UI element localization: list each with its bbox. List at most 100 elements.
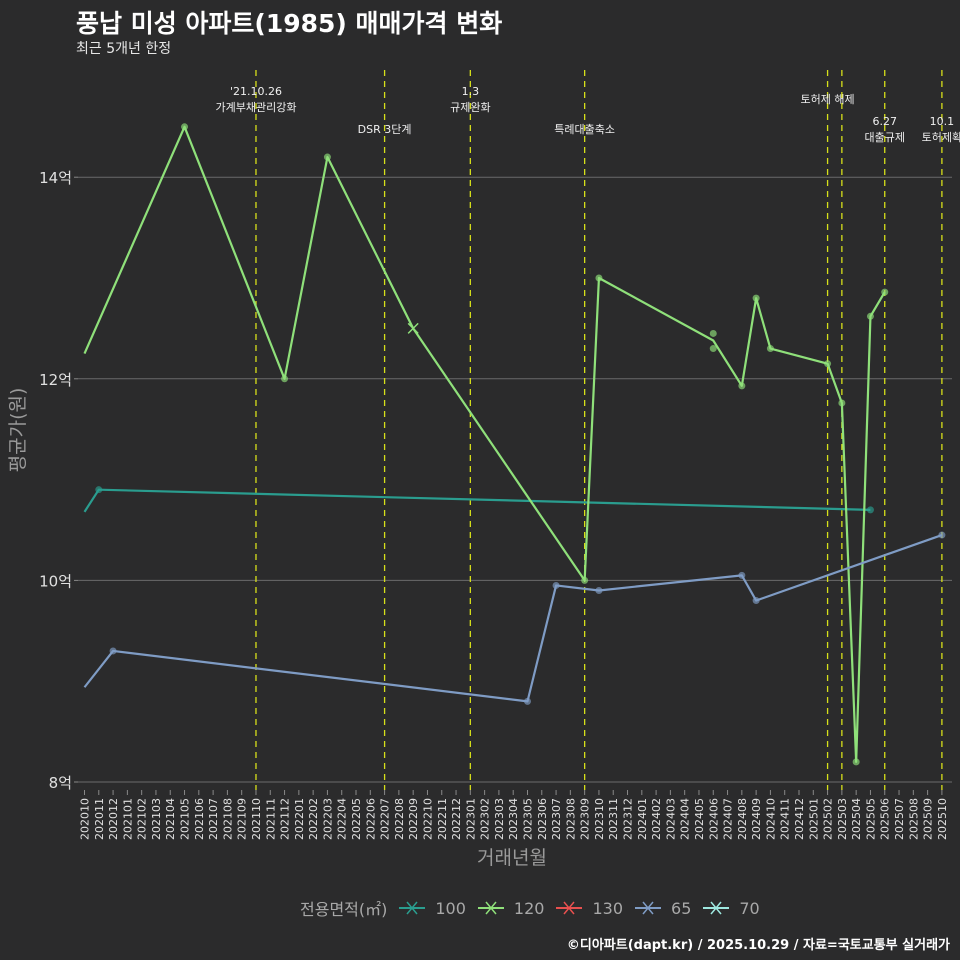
data-point-120 (281, 375, 289, 383)
legend-label: 130 (592, 898, 624, 918)
x-tick-label: 202212 (450, 798, 463, 840)
x-tick-label: 202401 (636, 798, 649, 840)
legend-item-130: 130 (556, 899, 623, 918)
data-point-65 (595, 586, 603, 594)
event-label: 6.27 (872, 115, 897, 128)
x-tick-label: 202103 (150, 798, 163, 840)
x-tick-label: 202108 (221, 798, 234, 840)
event-label: 규제완화 (450, 101, 490, 114)
x-tick-label: 202112 (279, 798, 292, 840)
data-point-120 (824, 360, 832, 368)
chart-subtitle: 최근 5개년 한정 (76, 41, 172, 57)
event-label: 토허제확 (922, 131, 960, 144)
x-tick-label: 202107 (207, 798, 220, 840)
data-point-120 (852, 758, 860, 766)
data-point-120 (595, 274, 603, 282)
data-point-100 (95, 486, 103, 494)
series-line-65 (83, 534, 943, 703)
x-tick-label: 202207 (379, 798, 392, 840)
x-tick-label: 202408 (736, 798, 749, 840)
legend-label: 70 (739, 898, 760, 918)
x-tick-label: 202302 (479, 798, 492, 840)
x-tick-label: 202111 (264, 798, 277, 840)
x-tick-label: 202205 (350, 798, 363, 840)
x-tick-label: 202011 (93, 798, 106, 840)
y-tick-label: 10억 (39, 572, 72, 590)
x-tick-label: 202508 (907, 798, 920, 840)
x-tick-label: 202110 (250, 798, 263, 840)
x-tick-label: 202101 (121, 798, 134, 840)
x-tick-label: 202012 (107, 798, 120, 840)
x-tick-label: 202504 (850, 798, 863, 840)
event-label: 10.1 (930, 115, 955, 128)
legend-title: 전용면적(㎡) (300, 900, 388, 919)
y-tick-label: 8억 (49, 774, 72, 792)
x-tick-label: 202106 (193, 798, 206, 840)
x-tick-label: 202010 (79, 798, 92, 840)
y-tick-label: 14억 (39, 169, 72, 187)
x-tick-label: 202210 (421, 798, 434, 840)
data-point-120 (709, 345, 717, 353)
x-tick-label: 202203 (321, 798, 334, 840)
event-label: '21.10.26 (230, 85, 282, 98)
x-tick-label: 202409 (750, 798, 763, 840)
x-tick-label: 202501 (807, 798, 820, 840)
data-point-120 (881, 288, 889, 296)
data-point-120 (581, 576, 589, 584)
event-label: 대출규제 (864, 131, 904, 144)
x-tick-label: 202406 (707, 798, 720, 840)
data-point-65 (938, 531, 946, 539)
x-tick-label: 202506 (879, 798, 892, 840)
event-label: DSR 3단계 (358, 123, 412, 136)
data-point-65 (552, 581, 560, 589)
x-tick-label: 202405 (693, 798, 706, 840)
legend-label: 120 (513, 898, 545, 918)
legend-key-icon (556, 901, 583, 915)
x-tick-label: 202510 (936, 798, 949, 840)
x-tick-label: 202312 (622, 798, 635, 840)
x-tick-label: 202410 (764, 798, 777, 840)
x-tick-label: 202204 (336, 798, 349, 840)
event-label: 1.3 (462, 85, 480, 98)
x-axis-title: 거래년월 (477, 847, 547, 869)
x-tick-label: 202412 (793, 798, 806, 840)
legend-key-icon (399, 901, 426, 915)
x-tick-label: 202105 (179, 798, 192, 840)
x-tick-label: 202305 (521, 798, 534, 840)
x-tick-label: 202208 (393, 798, 406, 840)
series-line-100 (83, 488, 871, 513)
x-tick-label: 202311 (607, 798, 620, 840)
x-tick-label: 202306 (536, 798, 549, 840)
x-tick-label: 202404 (679, 798, 692, 840)
data-point-65 (738, 571, 746, 579)
x-tick-label: 202407 (722, 798, 735, 840)
legend-key-icon (703, 901, 730, 915)
legend-key-icon (477, 901, 504, 915)
x-tick-label: 202211 (436, 798, 449, 840)
legend-label: 65 (671, 898, 692, 918)
x-tick-label: 202202 (307, 798, 320, 840)
x-tick-label: 202509 (922, 798, 935, 840)
legend-item-100: 100 (399, 899, 466, 918)
x-tick-label: 202104 (164, 798, 177, 840)
legend-label: 100 (435, 898, 466, 918)
legend-item-70: 70 (703, 898, 760, 918)
x-tick-label: 202310 (593, 798, 606, 840)
x-tick-label: 202503 (836, 798, 849, 840)
legend-key-icon (635, 901, 662, 915)
data-point-120 (738, 382, 746, 390)
x-tick-label: 202505 (864, 798, 877, 840)
x-tick-label: 202102 (136, 798, 149, 840)
x-tick-label: 202307 (550, 798, 563, 840)
x-tick-label: 202304 (507, 798, 520, 840)
y-axis-title: 평균가(원) (7, 388, 29, 473)
data-point-120 (709, 329, 717, 337)
x-tick-label: 202308 (564, 798, 577, 840)
event-label: 토허제 해제 (801, 92, 855, 106)
data-point-65 (109, 647, 117, 655)
x-tick-label: 202507 (893, 798, 906, 840)
event-label: 특례대출축소 (554, 123, 615, 136)
data-point-120 (766, 345, 774, 353)
data-point-65 (752, 597, 760, 605)
